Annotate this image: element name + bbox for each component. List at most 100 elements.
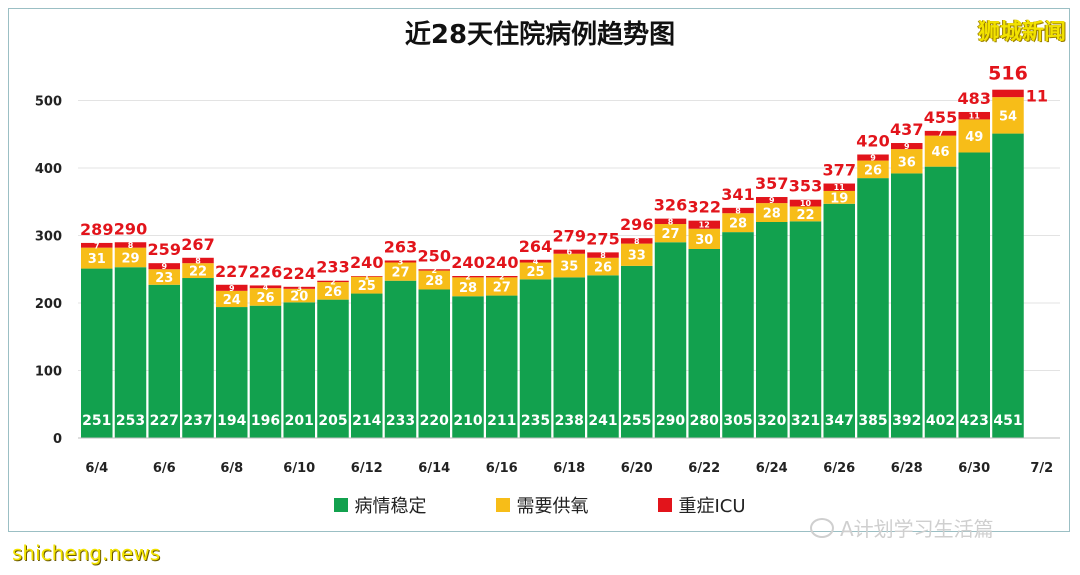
data-label-oxygen: 22 <box>796 208 814 223</box>
bar-segment-oxygen <box>317 282 349 300</box>
data-label-stable: 235 <box>521 413 550 429</box>
data-label-icu: 9 <box>161 262 167 271</box>
bar-segment-icu <box>486 276 518 278</box>
data-label-icu: 11 <box>834 183 846 192</box>
data-label-stable: 255 <box>622 413 651 429</box>
legend-label-oxygen: 需要供氧 <box>516 496 589 517</box>
data-label-icu: 9 <box>229 284 235 293</box>
data-label-stable: 321 <box>791 413 820 429</box>
data-label-icu: 10 <box>800 199 812 208</box>
bar-segment-stable <box>452 296 484 438</box>
data-label-total: 250 <box>418 246 451 265</box>
data-label-total: 326 <box>654 196 687 215</box>
x-tick-label: 6/4 <box>85 461 108 476</box>
data-label-total: 263 <box>384 237 417 256</box>
data-label-oxygen: 33 <box>628 249 646 264</box>
legend-item-stable: 病情稳定 <box>334 492 426 518</box>
bar-segment-oxygen <box>384 262 417 281</box>
bar-segment-oxygen <box>621 243 653 266</box>
data-label-total: 341 <box>721 185 754 204</box>
data-label-icu: 7 <box>938 129 944 138</box>
data-label-total: 264 <box>519 237 552 256</box>
legend-item-oxygen: 需要供氧 <box>496 492 588 518</box>
x-tick-label: 6/26 <box>823 461 855 476</box>
bar-segment-stable <box>924 166 957 438</box>
data-label-total: 353 <box>789 177 822 196</box>
bar-segment-icu <box>81 242 113 248</box>
y-tick-label: 200 <box>35 297 62 312</box>
legend-swatch-stable <box>334 498 349 512</box>
chart-plot: 0100200300400500251317289253298290227239… <box>35 63 1060 476</box>
data-label-stable: 280 <box>690 413 719 429</box>
bar-segment-icu <box>857 154 889 161</box>
bar-segment-icu <box>823 183 855 191</box>
watermark-logo-top: 狮城新闻 <box>977 20 1066 45</box>
data-label-oxygen: 22 <box>189 265 207 280</box>
bar-segment-stable <box>519 279 552 438</box>
bar-segment-stable <box>992 133 1024 438</box>
data-label-stable: 237 <box>183 413 212 429</box>
bar-segment-stable <box>249 305 282 438</box>
bar-segment-oxygen <box>722 213 754 233</box>
bar-segment-icu <box>418 269 450 271</box>
bar-segment-icu <box>114 242 147 248</box>
data-label-stable: 392 <box>892 413 921 429</box>
data-label-oxygen: 26 <box>256 291 274 306</box>
bar-segment-icu <box>756 197 788 204</box>
x-tick-label: 6/8 <box>220 461 243 476</box>
data-label-total: 259 <box>148 240 181 259</box>
data-label-icu: 3 <box>398 257 404 266</box>
data-label-stable: 220 <box>420 413 449 429</box>
bar-segment-oxygen <box>351 276 383 294</box>
data-label-stable: 241 <box>588 413 617 429</box>
data-label-oxygen: 27 <box>391 266 409 281</box>
data-label-total: 455 <box>924 108 957 127</box>
bar-segment-oxygen <box>756 203 788 222</box>
bar-segment-icu <box>587 252 619 258</box>
bar-segment-icu <box>924 130 957 136</box>
y-tick-label: 100 <box>35 365 62 380</box>
bar-segment-icu <box>789 199 822 207</box>
data-label-total: 296 <box>620 215 653 234</box>
bar-segment-oxygen <box>249 288 282 306</box>
data-label-oxygen: 26 <box>594 261 612 276</box>
data-label-icu: 7 <box>94 241 100 250</box>
bar-segment-oxygen <box>958 119 990 153</box>
data-label-icu: 12 <box>699 221 710 230</box>
data-label-oxygen: 25 <box>526 265 544 280</box>
bar-segment-stable <box>216 307 248 438</box>
bar-segment-stable <box>81 268 113 438</box>
data-label-icu: 2 <box>465 273 471 282</box>
bar-segment-stable <box>587 275 619 438</box>
data-label-oxygen: 28 <box>425 274 443 289</box>
bar-segment-oxygen <box>823 190 855 204</box>
bar-segment-icu <box>452 276 484 278</box>
data-label-icu: 2 <box>431 266 437 275</box>
bar-segment-icu <box>283 286 315 289</box>
bar-segment-oxygen <box>452 277 484 297</box>
data-label-oxygen: 46 <box>931 145 949 160</box>
data-label-total: 224 <box>283 264 316 283</box>
data-label-total: 226 <box>249 262 282 281</box>
data-label-stable: 238 <box>555 413 584 429</box>
bar-segment-oxygen <box>924 135 957 167</box>
data-label-total: 322 <box>688 198 721 217</box>
bar-segment-stable <box>384 280 417 438</box>
data-label-icu: 4 <box>263 283 269 292</box>
x-tick-label: 6/18 <box>553 461 585 476</box>
bar-segment-stable <box>114 267 147 438</box>
data-label-icu: 2 <box>499 273 505 282</box>
data-label-oxygen: 27 <box>493 280 511 295</box>
data-label-stable: 251 <box>82 413 111 429</box>
bar-segment-icu <box>519 259 552 263</box>
data-label-icu: 8 <box>735 207 741 216</box>
data-label-oxygen: 36 <box>898 155 916 170</box>
bar-segment-oxygen <box>148 269 180 285</box>
bar-segment-icu <box>688 220 720 229</box>
chart-legend: 病情稳定 需要供氧 重症ICU <box>0 492 1080 518</box>
bar-segment-stable <box>958 152 990 438</box>
data-label-icu: 8 <box>634 237 640 246</box>
bar-segment-stable <box>891 173 923 438</box>
x-tick-label: 6/24 <box>756 461 788 476</box>
bar-segment-stable <box>621 265 653 438</box>
